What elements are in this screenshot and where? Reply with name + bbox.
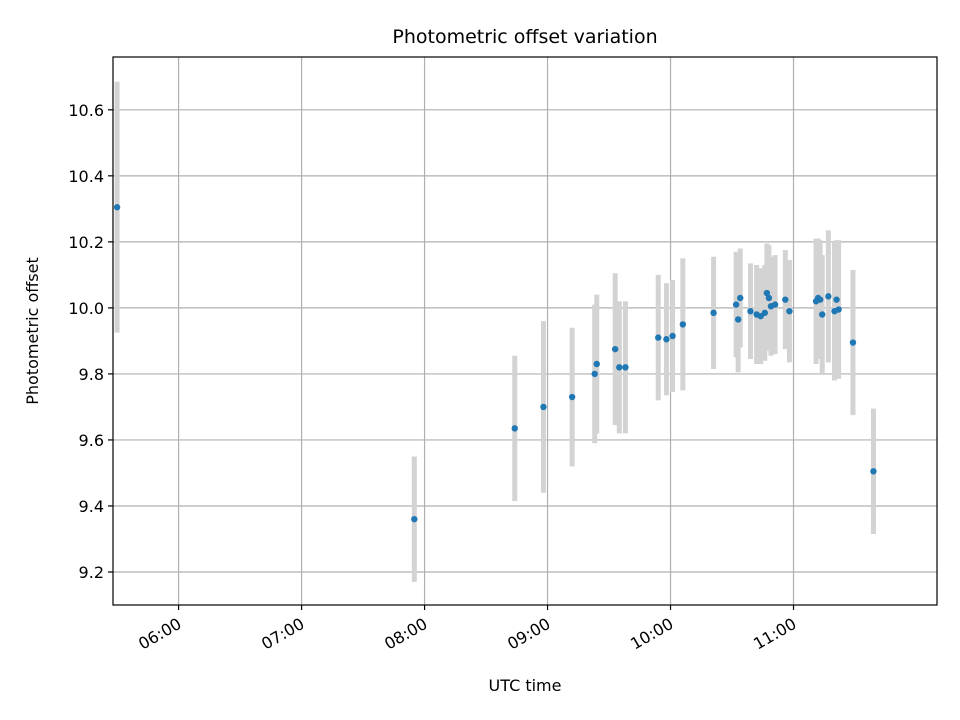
data-point — [540, 403, 547, 411]
data-point — [763, 289, 771, 297]
y-tick-label: 9.4 — [79, 497, 104, 516]
data-point — [833, 296, 840, 303]
grid — [113, 57, 937, 605]
y-tick-label: 10.4 — [68, 167, 104, 186]
data-point — [786, 307, 793, 315]
data-point — [611, 345, 619, 353]
data-point — [870, 468, 877, 475]
data-point — [825, 293, 832, 300]
data-point — [669, 332, 676, 340]
chart-title: Photometric offset variation — [392, 26, 657, 48]
data-point — [782, 296, 789, 303]
data-point — [655, 334, 662, 341]
data-point — [771, 301, 779, 308]
y-tick-label: 9.6 — [79, 431, 104, 450]
y-tick-label: 10.2 — [68, 233, 104, 252]
data-point — [747, 307, 754, 315]
data-point — [616, 364, 623, 371]
data-point — [679, 321, 687, 328]
data-point — [663, 336, 670, 343]
data-point — [732, 301, 740, 308]
data-point — [622, 364, 629, 371]
data-point — [568, 393, 576, 401]
y-tick-label: 9.2 — [79, 563, 104, 582]
data-point — [849, 339, 857, 346]
data-point — [816, 296, 824, 303]
y-tick-label: 9.8 — [79, 365, 104, 384]
data-point — [113, 204, 121, 211]
data-point — [593, 360, 600, 368]
data-point — [734, 316, 742, 323]
y-axis-label: Photometric offset — [23, 257, 42, 405]
data-point — [761, 309, 769, 317]
y-tick-label: 10.0 — [68, 299, 104, 318]
plot-frame — [112, 56, 938, 606]
data-point — [710, 309, 717, 317]
data-point — [591, 370, 598, 378]
y-tick-label: 10.6 — [68, 101, 104, 120]
data-point — [411, 515, 418, 523]
data-points — [113, 204, 877, 523]
x-axis-label: UTC time — [489, 676, 562, 695]
data-point — [737, 294, 744, 302]
data-point — [835, 306, 842, 313]
data-point — [819, 311, 826, 318]
data-point — [511, 425, 518, 432]
data-point — [765, 294, 773, 302]
